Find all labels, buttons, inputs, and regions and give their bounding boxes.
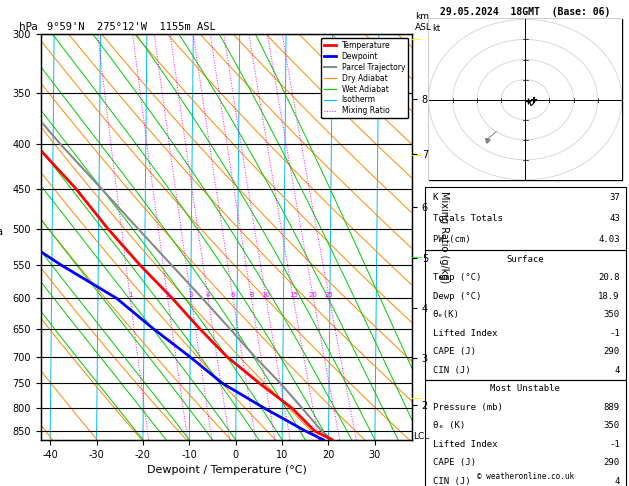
Text: 18.9: 18.9 xyxy=(598,292,620,301)
Text: Temp (°C): Temp (°C) xyxy=(433,274,481,282)
Text: 3: 3 xyxy=(189,292,193,298)
Text: 29.05.2024  18GMT  (Base: 06): 29.05.2024 18GMT (Base: 06) xyxy=(440,7,610,17)
Text: 4: 4 xyxy=(615,477,620,486)
Text: K: K xyxy=(433,193,438,202)
Text: 4: 4 xyxy=(615,366,620,375)
Text: θₑ (K): θₑ (K) xyxy=(433,421,465,430)
Text: 350: 350 xyxy=(604,421,620,430)
Y-axis label: Mixing Ratio (g/kg): Mixing Ratio (g/kg) xyxy=(439,191,449,283)
Text: CAPE (J): CAPE (J) xyxy=(433,347,476,356)
Text: PW (cm): PW (cm) xyxy=(433,235,470,244)
Text: Lifted Index: Lifted Index xyxy=(433,440,497,449)
Legend: Temperature, Dewpoint, Parcel Trajectory, Dry Adiabat, Wet Adiabat, Isotherm, Mi: Temperature, Dewpoint, Parcel Trajectory… xyxy=(321,38,408,119)
Text: Surface: Surface xyxy=(506,255,544,264)
Text: 9°59'N  275°12'W  1155m ASL: 9°59'N 275°12'W 1155m ASL xyxy=(47,21,216,32)
Text: 350: 350 xyxy=(604,311,620,319)
Text: 20: 20 xyxy=(309,292,318,298)
Text: LCL: LCL xyxy=(413,432,429,441)
Text: CIN (J): CIN (J) xyxy=(433,366,470,375)
Text: CAPE (J): CAPE (J) xyxy=(433,458,476,467)
Text: 2: 2 xyxy=(165,292,170,298)
Text: © weatheronline.co.uk: © weatheronline.co.uk xyxy=(477,472,574,481)
Text: Dewp (°C): Dewp (°C) xyxy=(433,292,481,301)
Bar xyxy=(425,250,626,380)
Text: 1: 1 xyxy=(128,292,132,298)
Text: —: — xyxy=(410,394,421,403)
Text: 290: 290 xyxy=(604,458,620,467)
Text: θₑ(K): θₑ(K) xyxy=(433,311,460,319)
Bar xyxy=(425,380,626,486)
Text: —: — xyxy=(410,151,421,160)
Text: kt: kt xyxy=(433,24,440,33)
Text: 10: 10 xyxy=(262,292,270,298)
Text: 37: 37 xyxy=(609,193,620,202)
Text: 8: 8 xyxy=(249,292,253,298)
Bar xyxy=(428,19,622,180)
Text: -1: -1 xyxy=(609,440,620,449)
Text: 43: 43 xyxy=(609,214,620,223)
Text: 25: 25 xyxy=(325,292,333,298)
Text: Lifted Index: Lifted Index xyxy=(433,329,497,338)
Text: —: — xyxy=(410,253,421,262)
Text: -1: -1 xyxy=(609,329,620,338)
X-axis label: Dewpoint / Temperature (°C): Dewpoint / Temperature (°C) xyxy=(147,465,306,475)
Text: Totals Totals: Totals Totals xyxy=(433,214,503,223)
Text: —: — xyxy=(410,34,421,44)
Text: Pressure (mb): Pressure (mb) xyxy=(433,403,503,412)
Text: 889: 889 xyxy=(604,403,620,412)
Text: CIN (J): CIN (J) xyxy=(433,477,470,486)
Text: 20.8: 20.8 xyxy=(598,274,620,282)
Text: 6: 6 xyxy=(231,292,235,298)
Text: km
ASL: km ASL xyxy=(415,12,432,32)
Text: hPa: hPa xyxy=(19,21,38,32)
Text: 4: 4 xyxy=(206,292,210,298)
Text: 15: 15 xyxy=(289,292,298,298)
Y-axis label: hPa: hPa xyxy=(0,227,3,237)
Bar xyxy=(425,187,626,250)
Text: 290: 290 xyxy=(604,347,620,356)
Text: Most Unstable: Most Unstable xyxy=(490,384,560,393)
Text: 4.03: 4.03 xyxy=(598,235,620,244)
